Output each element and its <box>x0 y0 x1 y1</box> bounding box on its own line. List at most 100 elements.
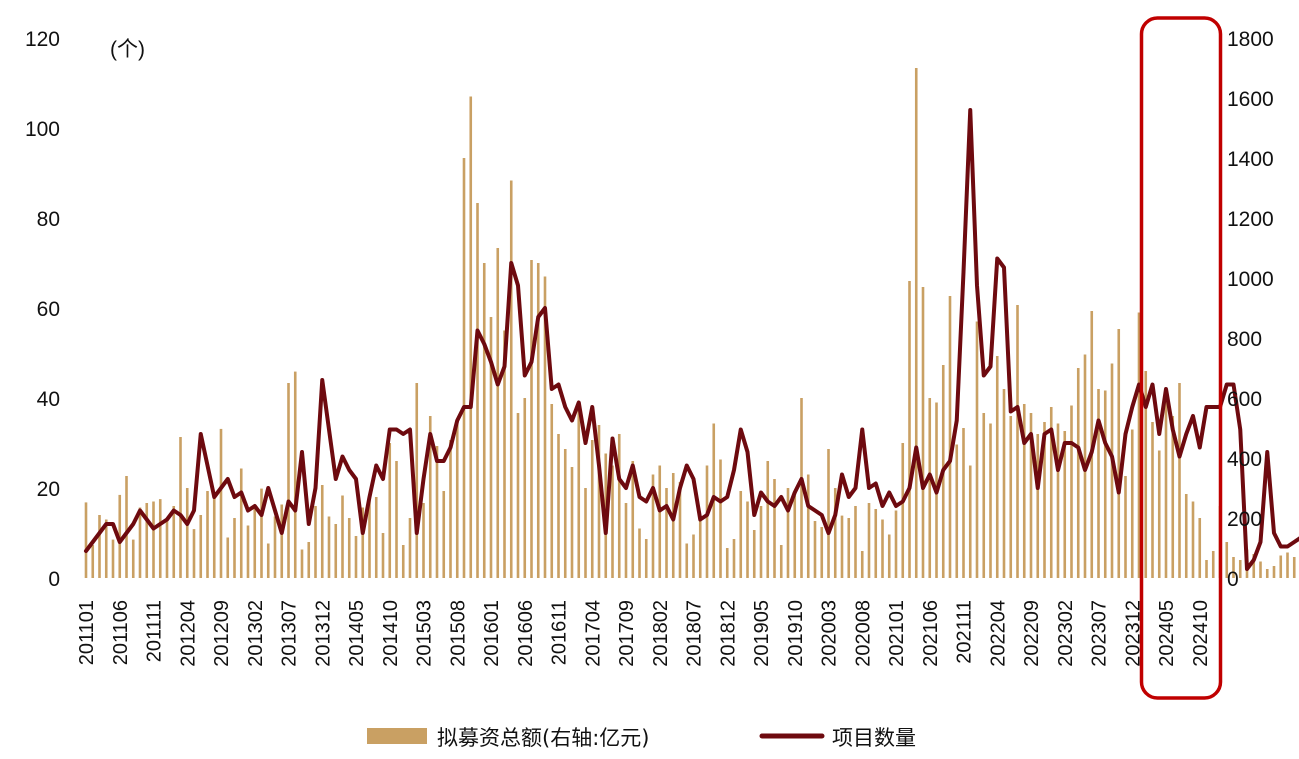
bar <box>982 413 986 578</box>
bar <box>293 371 297 578</box>
bar <box>671 473 675 578</box>
bar <box>584 488 587 578</box>
bar <box>320 485 324 578</box>
bar <box>509 180 513 578</box>
right-tick-label: 800 <box>1227 328 1262 351</box>
x-tick-label: 201812 <box>717 600 739 667</box>
bar <box>361 507 365 578</box>
bar <box>1184 494 1188 578</box>
bar <box>455 422 459 578</box>
left-tick-label: 120 <box>25 28 60 51</box>
x-tick-label: 201611 <box>549 600 571 665</box>
bar <box>874 509 878 578</box>
bar <box>435 446 439 578</box>
bar <box>800 398 803 578</box>
bar <box>1191 501 1195 578</box>
x-tick-label: 201704 <box>582 600 604 667</box>
bar <box>813 521 817 578</box>
right-tick-label: 1200 <box>1227 208 1274 231</box>
right-tick-label: 1000 <box>1227 268 1274 291</box>
x-tick-label: 202008 <box>852 600 874 667</box>
bar <box>881 519 884 578</box>
bar <box>489 317 493 578</box>
bar <box>543 276 547 578</box>
bar <box>725 548 729 578</box>
bar <box>719 459 722 578</box>
left-axis: 0 20 40 60 80 100 120 <box>25 28 60 591</box>
bar <box>98 515 101 578</box>
right-tick-label: 0 <box>1227 568 1239 591</box>
legend-bar-label: 拟募资总额(右轴:亿元) <box>437 726 649 750</box>
bar <box>104 519 108 578</box>
x-tick-label: 202307 <box>1089 600 1111 667</box>
bar <box>651 474 655 578</box>
legend: 拟募资总额(右轴:亿元) 项目数量 <box>367 726 916 750</box>
x-tick-label: 201807 <box>684 600 706 667</box>
bar <box>955 444 959 578</box>
bar <box>989 423 992 578</box>
bar <box>617 434 621 578</box>
bar <box>860 551 864 578</box>
bar <box>449 440 452 578</box>
bar <box>111 539 115 578</box>
x-tick-label: 201910 <box>785 600 807 667</box>
x-tick-label: 201209 <box>211 600 233 667</box>
bar <box>1265 569 1269 578</box>
bar <box>1164 389 1168 578</box>
bar <box>975 321 979 578</box>
bar <box>759 506 763 578</box>
bar <box>307 542 311 578</box>
bar <box>1029 413 1033 578</box>
bar <box>1002 389 1006 578</box>
bar <box>260 488 263 578</box>
bar <box>1036 434 1040 578</box>
bar <box>1205 560 1208 578</box>
bar <box>854 506 857 578</box>
x-tick-label: 201312 <box>312 600 334 667</box>
x-tick-label: 202003 <box>819 600 841 667</box>
bar <box>131 539 135 578</box>
bar <box>550 404 554 578</box>
bar <box>590 440 594 578</box>
highlight-box <box>1139 16 1223 700</box>
bar <box>280 504 284 578</box>
bar <box>901 443 905 578</box>
bar <box>1049 407 1053 578</box>
bar <box>233 518 236 578</box>
right-tick-label: 200 <box>1227 508 1262 531</box>
x-tick-label: 201111 <box>144 600 166 662</box>
bar <box>1157 450 1161 578</box>
bar <box>1124 476 1127 578</box>
bar <box>327 516 331 578</box>
x-tick-label: 202302 <box>1055 600 1077 667</box>
x-tick-label: 202106 <box>920 600 942 667</box>
x-tick-label: 201307 <box>279 600 301 667</box>
bar <box>368 495 371 578</box>
bar <box>968 465 972 578</box>
bar <box>995 356 999 578</box>
bar <box>219 428 223 578</box>
bar <box>273 516 277 578</box>
x-tick-label: 201410 <box>380 600 402 667</box>
bar <box>914 68 918 578</box>
bar <box>1022 404 1026 578</box>
bar <box>570 467 574 578</box>
bar <box>732 539 736 578</box>
bar <box>779 545 783 578</box>
x-tick-label: 202410 <box>1190 600 1212 667</box>
bar <box>867 503 871 578</box>
bar <box>226 537 230 578</box>
bar <box>1070 405 1073 578</box>
x-tick-label: 202101 <box>886 600 908 667</box>
bar <box>1279 555 1283 578</box>
bar <box>786 488 790 578</box>
bar <box>739 491 743 578</box>
bar <box>1272 566 1276 578</box>
bar <box>820 527 824 578</box>
left-tick-label: 20 <box>37 478 60 501</box>
bar-series <box>84 68 1296 578</box>
x-axis: 201101 201106 201111 201204 201209 201302 2013… <box>76 600 1212 667</box>
legend-line-label: 项目数量 <box>832 726 916 750</box>
bar <box>557 434 560 578</box>
left-tick-label: 60 <box>37 298 60 321</box>
